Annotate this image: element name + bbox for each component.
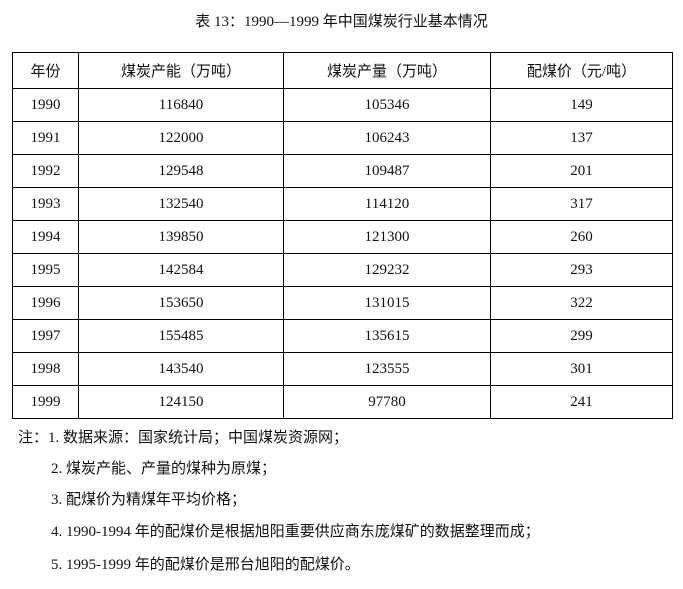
table-cell: 106243 (283, 121, 491, 155)
table-cell: 1995 (12, 253, 79, 287)
table-cell: 123555 (283, 352, 491, 386)
table-cell: 1992 (12, 154, 79, 188)
table-cell: 135615 (283, 319, 491, 353)
table-cell: 1990 (12, 88, 79, 122)
table-cell: 129232 (283, 253, 491, 287)
header-row: 年份 煤炭产能（万吨） 煤炭产量（万吨） 配煤价（元/吨） (12, 52, 673, 89)
table-cell: 322 (490, 286, 673, 320)
table-cell: 1999 (12, 385, 79, 419)
table-row: 1992 129548 109487 201 (12, 154, 673, 188)
table-cell: 241 (490, 385, 673, 419)
table-row: 1996 153650 131015 322 (12, 286, 673, 320)
note-item: 1. 数据来源：国家统计局；中国煤炭资源网； (48, 430, 349, 446)
table-cell: 1994 (12, 220, 79, 254)
header-cell: 年份 (12, 52, 79, 89)
notes-label: 注： (18, 430, 49, 446)
table-cell: 131015 (283, 286, 491, 320)
table-cell: 124150 (78, 385, 284, 419)
table-cell: 137 (490, 121, 673, 155)
table-row: 1997 155485 135615 299 (12, 319, 673, 353)
table-cell: 301 (490, 352, 673, 386)
table-body: 年份 煤炭产能（万吨） 煤炭产量（万吨） 配煤价（元/吨） 1990 116840 1053… (12, 52, 673, 419)
table-cell: 132540 (78, 187, 284, 221)
header-cell: 配煤价（元/吨） (490, 52, 673, 89)
table-cell: 142584 (78, 253, 284, 287)
table-row: 1990 116840 105346 149 (12, 88, 673, 122)
header-cell: 煤炭产量（万吨） (283, 52, 491, 89)
table-cell: 1993 (12, 187, 79, 221)
table-cell: 201 (490, 154, 673, 188)
table-cell: 116840 (78, 88, 284, 122)
table-cell: 105346 (283, 88, 491, 122)
note-item: 2. 煤炭产能、产量的煤种为原煤； (51, 461, 277, 477)
table-cell: 155485 (78, 319, 284, 353)
table-cell: 114120 (283, 187, 491, 221)
table-row: 1999 124150 97780 241 (12, 385, 673, 419)
table-cell: 1996 (12, 286, 79, 320)
table-row: 1994 139850 121300 260 (12, 220, 673, 254)
table-cell: 143540 (78, 352, 284, 386)
note-item: 3. 配煤价为精煤年平均价格； (51, 492, 247, 508)
table-cell: 122000 (78, 121, 284, 155)
table-cell: 1998 (12, 352, 79, 386)
table-cell: 153650 (78, 286, 284, 320)
table-cell: 139850 (78, 220, 284, 254)
table-cell: 299 (490, 319, 673, 353)
table-cell: 317 (490, 187, 673, 221)
table-cell: 293 (490, 253, 673, 287)
table-cell: 260 (490, 220, 673, 254)
data-table: 年份 煤炭产能（万吨） 煤炭产量（万吨） 配煤价（元/吨） 1990 116840 1053… (12, 52, 673, 419)
header-cell: 煤炭产能（万吨） (78, 52, 284, 89)
table-cell: 1997 (12, 319, 79, 353)
note-item: 5. 1995-1999 年的配煤价是邢台旭阳的配煤价。 (51, 557, 360, 573)
table-row: 1998 143540 123555 301 (12, 352, 673, 386)
table-cell: 109487 (283, 154, 491, 188)
table-row: 1991 122000 106243 137 (12, 121, 673, 155)
table-cell: 1991 (12, 121, 79, 155)
table-cell: 121300 (283, 220, 491, 254)
table-row: 1993 132540 114120 317 (12, 187, 673, 221)
table-title: 表 13：1990—1999 年中国煤炭行业基本情况 (195, 14, 488, 30)
table-cell: 149 (490, 88, 673, 122)
note-item: 4. 1990-1994 年的配煤价是根据旭阳重要供应商东庞煤矿的数据整理而成； (51, 524, 540, 540)
table-cell: 129548 (78, 154, 284, 188)
table-row: 1995 142584 129232 293 (12, 253, 673, 287)
table-cell: 97780 (283, 385, 491, 419)
